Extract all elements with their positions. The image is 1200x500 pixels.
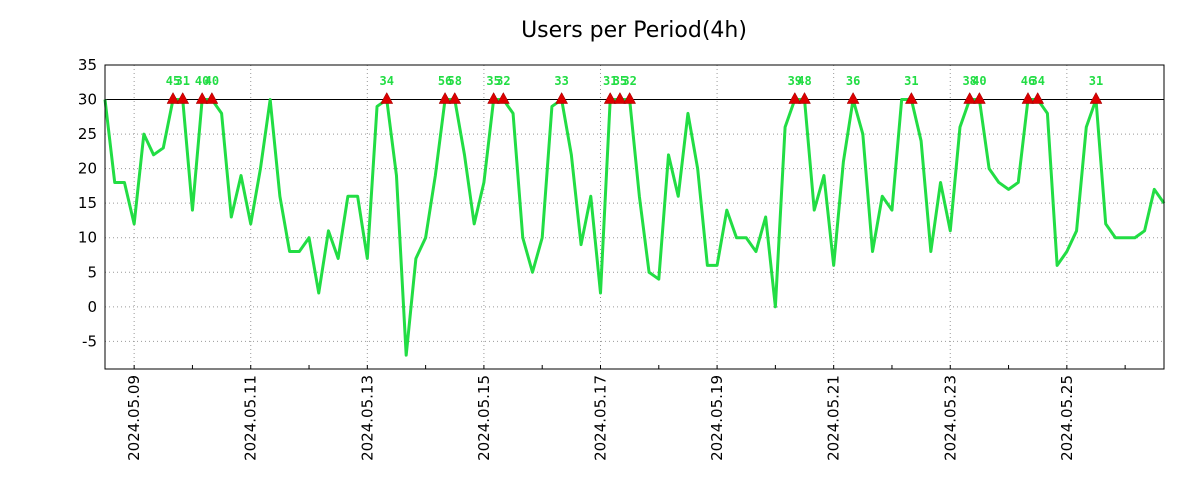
peak-label: 40 [972,74,986,88]
peak-label: 38 [962,74,976,88]
peak-marker [176,92,190,104]
x-tick-label: 2024.05.09 [125,375,143,461]
x-tick-label: 2024.05.17 [591,375,609,461]
peak-label: 32 [622,74,636,88]
peak-label: 46 [1021,74,1035,88]
peak-label: 58 [448,74,462,88]
peak-marker [496,92,510,104]
x-tick-label: 2024.05.25 [1058,375,1076,461]
peak-marker [448,92,462,104]
peak-marker [1089,92,1103,104]
series-line [103,98,1166,357]
peak-marker [205,92,219,104]
peak-marker [555,92,569,104]
peak-label: 56 [438,74,452,88]
peak-label: 48 [797,74,811,88]
peak-marker [963,92,977,104]
x-axis: 2024.05.09 2024.05.11 2024.05.13 2024.05.15… [125,365,1126,461]
x-tick-label: 2024.05.15 [475,375,493,461]
peak-marker [798,92,811,104]
x-tick-label: 2024.05.23 [941,375,959,461]
peak-label: 31 [603,74,617,88]
peak-marker [846,92,860,104]
peak-label: 35 [613,74,627,88]
peak-marker [487,92,501,104]
y-tick-label: -5 [82,332,97,350]
x-tick-label: 2024.05.19 [708,375,726,461]
peak-marker [1031,92,1045,104]
y-tick-label: 35 [78,56,97,74]
peak-label: 40 [195,74,209,88]
y-tick-label: 15 [78,194,97,212]
y-tick-label: 30 [78,91,97,109]
y-tick-label: 20 [78,160,97,178]
y-tick-label: 5 [87,263,97,281]
peak-label: 34 [380,74,394,88]
peak-label: 31 [1089,74,1103,88]
y-axis: 35 30 25 20 15 10 5 0 -5 [78,56,97,350]
peak-marker [972,92,986,104]
peak-label: 39 [788,74,802,88]
x-tick-label: 2024.05.11 [242,375,260,461]
peak-marker [195,92,209,104]
peak-marker [166,92,180,104]
peak-label: 31 [175,74,189,88]
peak-marker [380,92,394,104]
peak-marker [623,92,637,104]
peak-label: 36 [846,74,860,88]
x-tick-label: 2024.05.21 [825,375,843,461]
peak-label: 31 [904,74,918,88]
y-tick-label: 25 [78,125,97,143]
peak-marker [904,92,918,104]
peak-label: 45 [166,74,180,88]
grid [105,64,1164,369]
peak-label: 33 [554,74,568,88]
y-tick-label: 0 [87,298,97,316]
plot-frame [104,64,1165,370]
peak-marker [438,92,452,104]
peak-marker [613,92,627,104]
peak-marker [603,92,617,104]
peak-marker [1021,92,1035,104]
peak-label: 34 [1030,74,1044,88]
peak-label: 32 [496,74,510,88]
chart-title: Users per Period(4h) [521,18,747,43]
peak-label: 35 [486,74,500,88]
peak-marker [788,92,802,104]
peak-label: 40 [205,74,219,88]
x-tick-label: 2024.05.13 [358,375,376,461]
y-tick-label: 10 [78,229,97,247]
peak-markers [166,92,1103,104]
